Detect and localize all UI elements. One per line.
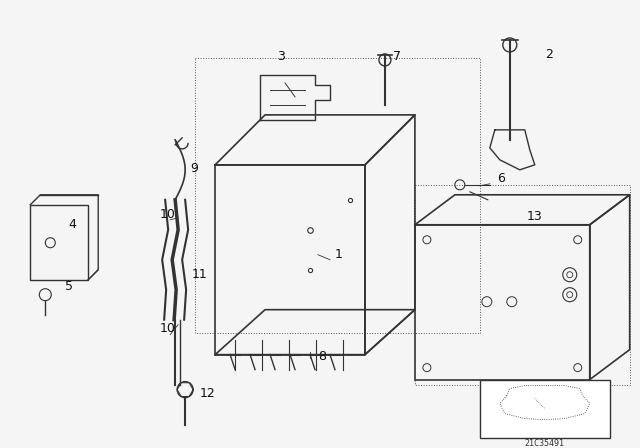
Text: 7: 7 — [393, 50, 401, 63]
Text: 10: 10 — [160, 322, 176, 335]
Bar — [195, 58, 480, 333]
Text: 8: 8 — [318, 349, 326, 362]
Text: 6: 6 — [497, 172, 505, 185]
Text: 9: 9 — [190, 162, 198, 175]
Text: 5: 5 — [65, 280, 73, 293]
Text: 3: 3 — [277, 50, 285, 63]
Text: 13: 13 — [527, 210, 543, 223]
Text: 4: 4 — [68, 218, 76, 231]
Bar — [30, 205, 88, 280]
Text: 10: 10 — [160, 208, 176, 221]
Text: 11: 11 — [192, 268, 208, 281]
Bar — [415, 185, 630, 384]
Text: 1: 1 — [335, 248, 343, 261]
Bar — [480, 379, 610, 438]
Text: 21C35491: 21C35491 — [525, 439, 564, 448]
Text: 12: 12 — [200, 387, 216, 400]
Bar — [415, 225, 589, 379]
Text: 2: 2 — [545, 48, 553, 61]
